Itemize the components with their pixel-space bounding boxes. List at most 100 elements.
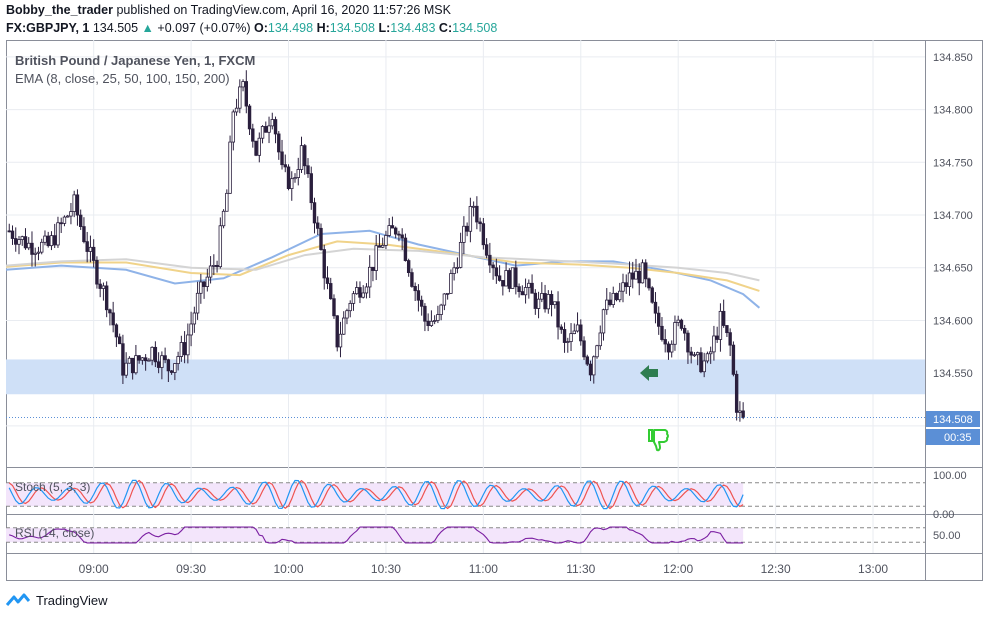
candle-body: [20, 236, 24, 240]
candle-body: [104, 285, 109, 311]
candle-body: [124, 362, 128, 376]
candle-body: [82, 226, 86, 243]
published-text: published on TradingView.com, April 16, …: [112, 3, 451, 17]
candle-body: [621, 282, 625, 292]
candle-body: [231, 111, 236, 143]
candle-body: [618, 290, 622, 301]
candle-body: [355, 287, 359, 295]
price-tick-label: 134.800: [933, 105, 973, 117]
stoch-d-line: [8, 479, 744, 510]
candle-body: [205, 276, 210, 287]
rsi-legend[interactable]: RSI (14, close): [15, 526, 94, 540]
time-tick-label: 09:00: [79, 562, 109, 576]
author-name[interactable]: Bobby_the_trader: [6, 3, 113, 17]
candle-body: [598, 332, 602, 347]
candle-body: [504, 270, 508, 287]
candle-body: [56, 222, 60, 246]
candle-body: [36, 251, 41, 254]
candle-body: [393, 227, 398, 235]
candle-body: [562, 329, 567, 343]
last-price-badge: [926, 411, 980, 427]
candle-body: [413, 286, 417, 292]
candle-body: [575, 324, 580, 332]
candle-body: [351, 293, 356, 304]
candle-body: [471, 205, 476, 208]
candle-body: [705, 353, 710, 362]
candle-body: [403, 237, 408, 261]
candle-body: [153, 346, 158, 363]
candle-body: [712, 335, 716, 353]
candle-body: [673, 322, 677, 345]
candle-body: [475, 205, 479, 223]
candle-body: [267, 125, 271, 133]
candle-body: [244, 81, 249, 107]
candle-body: [484, 244, 489, 256]
candle-body: [728, 332, 732, 346]
candle-body: [468, 206, 473, 232]
publisher-line: Bobby_the_trader published on TradingVie…: [6, 3, 451, 17]
candle-body: [579, 324, 583, 342]
candle-body: [43, 235, 47, 243]
candle-body: [452, 267, 456, 274]
candle-body: [325, 277, 330, 284]
stoch-legend[interactable]: Stoch (5, 3, 3): [15, 480, 90, 494]
candle-body: [173, 363, 177, 373]
ema-legend[interactable]: EMA (8, close, 25, 50, 100, 150, 200): [15, 71, 230, 86]
time-tick-label: 11:30: [566, 562, 595, 576]
candle-body: [663, 339, 667, 345]
stoch-k-line: [8, 479, 744, 510]
candle-body: [432, 320, 437, 322]
candle-body: [134, 355, 138, 374]
candle-body: [605, 299, 609, 311]
candle-body: [78, 214, 83, 227]
chart-title: British Pound / Japanese Yen, 1, FXCM: [15, 53, 255, 68]
candle-body: [523, 287, 528, 296]
candle-body: [445, 292, 450, 295]
candle-body: [650, 287, 654, 303]
low-label: L:: [378, 21, 391, 35]
candle-body: [465, 225, 469, 232]
time-axis-labels: 09:00 09:30 10:00 10:30 11:00 11:30 12:00 12:30…: [79, 562, 889, 576]
candle-body: [303, 145, 307, 167]
candle-body: [143, 357, 148, 362]
candle-body: [98, 283, 102, 289]
stoch-lines: [8, 479, 744, 510]
candle-body: [439, 304, 443, 315]
countdown-badge: [926, 429, 980, 445]
candle-body: [277, 133, 281, 153]
support-zone: [6, 359, 925, 395]
brand-footer[interactable]: TradingView: [6, 590, 108, 610]
candle-body: [169, 370, 174, 373]
price-tick-label: 134.550: [933, 368, 973, 380]
candle-body: [127, 357, 132, 364]
candle-body: [319, 227, 323, 250]
candle-body: [62, 216, 67, 224]
price-tick-label: 134.750: [933, 157, 973, 169]
candle-body: [260, 126, 265, 139]
candle-body: [734, 373, 739, 413]
candle-body: [543, 293, 547, 310]
candle-body: [611, 292, 615, 306]
candle-body: [380, 244, 385, 248]
candle-body: [117, 336, 122, 345]
time-tick-label: 10:00: [274, 562, 304, 576]
stoch-tick-label: 0.00: [933, 509, 954, 521]
candle-body: [228, 141, 232, 194]
candle-body: [85, 241, 89, 252]
candle-body: [692, 354, 697, 357]
low-value: 134.483: [390, 21, 436, 35]
candle-body: [361, 292, 365, 298]
candle-body: [572, 330, 576, 335]
candle-body: [695, 352, 700, 356]
candle-body: [195, 292, 200, 314]
candle-body: [293, 177, 297, 180]
price-tick-label: 134.850: [933, 52, 973, 64]
candle-body: [566, 341, 570, 343]
candle-body: [296, 169, 300, 178]
candle-body: [556, 301, 560, 328]
candle-body: [458, 242, 463, 268]
candle-body: [30, 242, 34, 255]
candle-body: [384, 235, 388, 246]
candle-body: [721, 310, 726, 326]
